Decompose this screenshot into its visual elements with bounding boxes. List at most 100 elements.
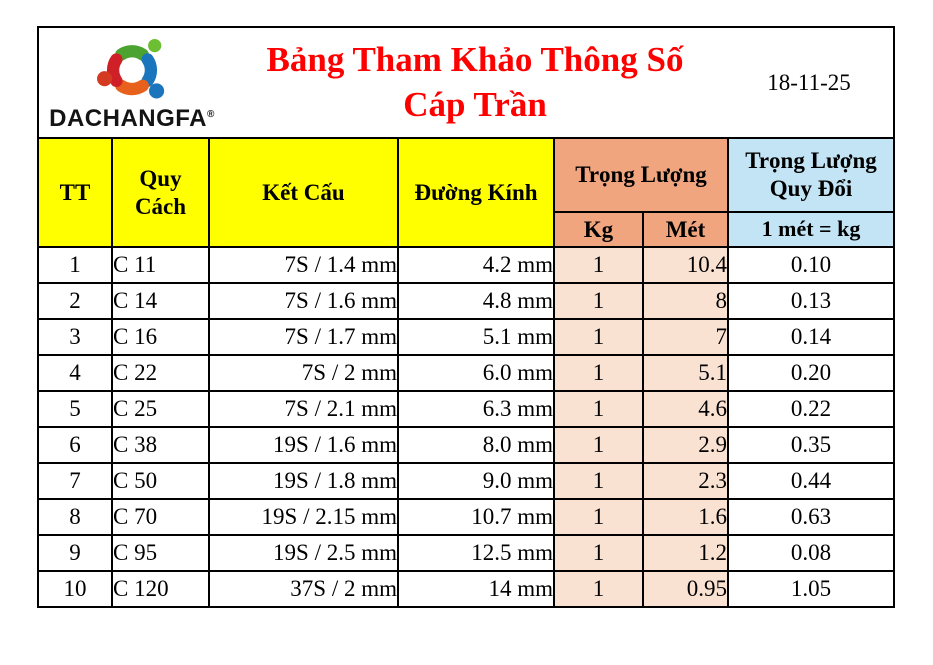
registered-mark: ® xyxy=(206,108,215,120)
cell-ket-cau: 7S / 1.6 mm xyxy=(208,282,399,320)
logo: DACHANGFA® xyxy=(40,35,225,132)
cell-quy-doi: 0.10 xyxy=(727,246,895,284)
table-row: 4 C 22 7S / 2 mm 6.0 mm 1 5.1 0.20 xyxy=(37,354,895,392)
cell-kg: 1 xyxy=(553,426,644,464)
cell-quy-doi: 0.35 xyxy=(727,426,895,464)
cell-quy-cach: C 38 xyxy=(111,426,210,464)
table-row: 3 C 16 7S / 1.7 mm 5.1 mm 1 7 0.14 xyxy=(37,318,895,356)
cell-quy-doi: 0.63 xyxy=(727,498,895,536)
table-row: 8 C 70 19S / 2.15 mm 10.7 mm 1 1.6 0.63 xyxy=(37,498,895,536)
cell-met: 2.9 xyxy=(642,426,729,464)
table-row: 6 C 38 19S / 1.6 mm 8.0 mm 1 2.9 0.35 xyxy=(37,426,895,464)
cell-kg: 1 xyxy=(553,462,644,500)
col-header-quy-doi-formula: 1 mét = kg xyxy=(727,211,895,248)
cell-kg: 1 xyxy=(553,354,644,392)
cell-quy-cach: C 95 xyxy=(111,534,210,572)
table-row: 7 C 50 19S / 1.8 mm 9.0 mm 1 2.3 0.44 xyxy=(37,462,895,500)
page: DACHANGFA® Bảng Tham Khảo Thông Số Cáp T… xyxy=(37,26,895,608)
cell-quy-cach: C 25 xyxy=(111,390,210,428)
cell-kg: 1 xyxy=(553,318,644,356)
table-row: 10 C 120 37S / 2 mm 14 mm 1 0.95 1.05 xyxy=(37,570,895,608)
col-header-trong-luong-quy-doi: Trọng Lượng Quy Đổi xyxy=(727,137,895,213)
cell-kg: 1 xyxy=(553,390,644,428)
cell-ket-cau: 37S / 2 mm xyxy=(208,570,399,608)
cell-ket-cau: 19S / 1.6 mm xyxy=(208,426,399,464)
cell-ket-cau: 19S / 2.15 mm xyxy=(208,498,399,536)
cell-quy-doi: 1.05 xyxy=(727,570,895,608)
col-header-quy-cach: Quy Cách xyxy=(111,137,210,248)
cell-met: 8 xyxy=(642,282,729,320)
col-header-kg: Kg xyxy=(553,211,644,248)
table-row: 9 C 95 19S / 2.5 mm 12.5 mm 1 1.2 0.08 xyxy=(37,534,895,572)
col-header-trong-luong: Trọng Lượng xyxy=(553,137,729,213)
cell-kg: 1 xyxy=(553,498,644,536)
cell-quy-cach: C 14 xyxy=(111,282,210,320)
cell-tt: 5 xyxy=(37,390,113,428)
logo-swirl-icon xyxy=(97,38,165,99)
cell-ket-cau: 7S / 1.4 mm xyxy=(208,246,399,284)
cell-ket-cau: 19S / 1.8 mm xyxy=(208,462,399,500)
date-label: 18-11-25 xyxy=(767,69,851,95)
col-header-duong-kinh: Đường Kính xyxy=(397,137,555,248)
cell-met: 0.95 xyxy=(642,570,729,608)
cell-quy-doi: 0.08 xyxy=(727,534,895,572)
cell-quy-doi: 0.44 xyxy=(727,462,895,500)
cell-quy-doi: 0.22 xyxy=(727,390,895,428)
cell-met: 10.4 xyxy=(642,246,729,284)
cell-ket-cau: 7S / 2.1 mm xyxy=(208,390,399,428)
logo-text: DACHANGFA® xyxy=(49,104,215,132)
col-header-ket-cau: Kết Cấu xyxy=(208,137,399,248)
cell-met: 1.6 xyxy=(642,498,729,536)
cell-duong-kinh: 9.0 mm xyxy=(397,462,555,500)
cell-tt: 8 xyxy=(37,498,113,536)
cell-quy-cach: C 120 xyxy=(111,570,210,608)
cell-tt: 7 xyxy=(37,462,113,500)
table-header-sub-row: Kg Mét 1 mét = kg xyxy=(38,211,895,248)
col-header-met: Mét xyxy=(642,211,729,248)
cell-duong-kinh: 4.2 mm xyxy=(397,246,555,284)
cell-tt: 1 xyxy=(37,246,113,284)
spec-table: DACHANGFA® Bảng Tham Khảo Thông Số Cáp T… xyxy=(37,26,895,608)
cell-duong-kinh: 4.8 mm xyxy=(397,282,555,320)
cell-ket-cau: 7S / 1.7 mm xyxy=(208,318,399,356)
cell-quy-cach: C 16 xyxy=(111,318,210,356)
cell-duong-kinh: 6.3 mm xyxy=(397,390,555,428)
page-title-line2: Cáp Trần xyxy=(403,84,547,124)
cell-duong-kinh: 12.5 mm xyxy=(397,534,555,572)
cell-quy-doi: 0.20 xyxy=(727,354,895,392)
header-band-cell: DACHANGFA® Bảng Tham Khảo Thông Số Cáp T… xyxy=(37,26,895,139)
cell-kg: 1 xyxy=(553,282,644,320)
cell-duong-kinh: 8.0 mm xyxy=(397,426,555,464)
table-row: 2 C 14 7S / 1.6 mm 4.8 mm 1 8 0.13 xyxy=(37,282,895,320)
cell-duong-kinh: 10.7 mm xyxy=(397,498,555,536)
cell-quy-cach: C 70 xyxy=(111,498,210,536)
cell-met: 1.2 xyxy=(642,534,729,572)
page-title-line1: Bảng Tham Khảo Thông Số xyxy=(266,40,684,80)
cell-tt: 10 xyxy=(37,570,113,608)
cell-tt: 9 xyxy=(37,534,113,572)
cell-quy-doi: 0.14 xyxy=(727,318,895,356)
table-row: 5 C 25 7S / 2.1 mm 6.3 mm 1 4.6 0.22 xyxy=(37,390,895,428)
cell-quy-cach: C 50 xyxy=(111,462,210,500)
cell-tt: 6 xyxy=(37,426,113,464)
cell-ket-cau: 19S / 2.5 mm xyxy=(208,534,399,572)
table-header-main-row: TT Quy Cách Kết Cấu Đường Kính Trọng Lượ… xyxy=(37,137,895,248)
cell-duong-kinh: 5.1 mm xyxy=(397,318,555,356)
cell-met: 2.3 xyxy=(642,462,729,500)
cell-kg: 1 xyxy=(553,570,644,608)
col-header-tt: TT xyxy=(37,137,113,248)
cell-met: 7 xyxy=(642,318,729,356)
cell-quy-cach: C 11 xyxy=(111,246,210,284)
cell-kg: 1 xyxy=(553,246,644,284)
header-band: DACHANGFA® Bảng Tham Khảo Thông Số Cáp T… xyxy=(40,29,892,136)
cell-tt: 2 xyxy=(37,282,113,320)
cell-quy-cach: C 22 xyxy=(111,354,210,392)
cell-met: 5.1 xyxy=(642,354,729,392)
cell-duong-kinh: 14 mm xyxy=(397,570,555,608)
header-band-row: DACHANGFA® Bảng Tham Khảo Thông Số Cáp T… xyxy=(37,26,895,139)
cell-quy-doi: 0.13 xyxy=(727,282,895,320)
cell-ket-cau: 7S / 2 mm xyxy=(208,354,399,392)
cell-tt: 3 xyxy=(37,318,113,356)
cell-tt: 4 xyxy=(37,354,113,392)
cell-met: 4.6 xyxy=(642,390,729,428)
